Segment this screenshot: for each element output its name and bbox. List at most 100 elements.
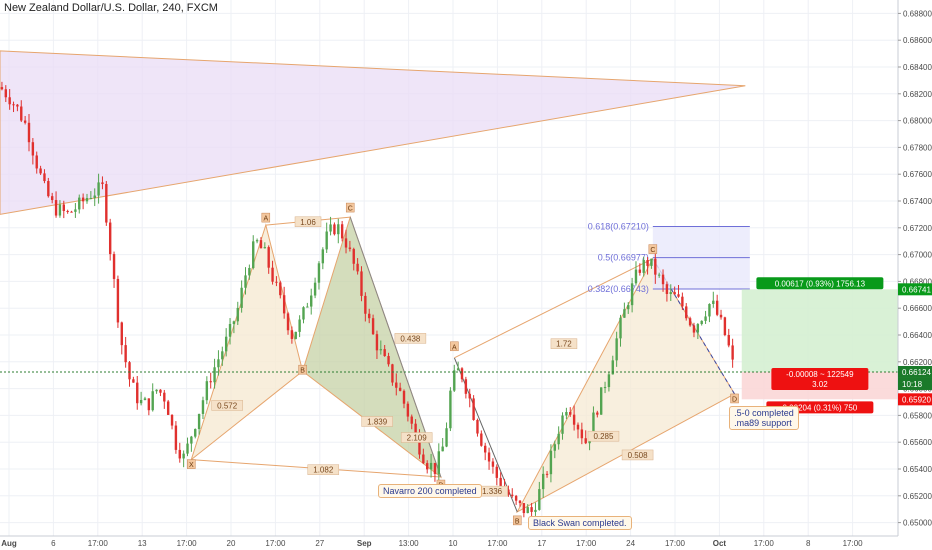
candle-body	[345, 238, 347, 247]
time-tick-label: 17:00	[576, 539, 597, 548]
candle-body	[387, 356, 389, 364]
candle-body	[422, 455, 424, 464]
candle-body	[353, 249, 355, 264]
candle-body	[194, 429, 196, 437]
candle-body	[445, 428, 447, 446]
candle-body	[213, 367, 215, 382]
time-tick-label: 10	[449, 539, 458, 548]
candle-body	[515, 496, 517, 501]
candle-body	[554, 444, 556, 451]
pattern2-point-A: A	[450, 342, 458, 352]
time-tick-label: 17:00	[754, 539, 775, 548]
candle-body	[51, 196, 53, 200]
candle-body	[155, 390, 157, 392]
candle-body	[159, 390, 161, 393]
candle-body	[20, 107, 22, 121]
point-label-text: D	[732, 396, 737, 403]
time-tick-label: 13:00	[399, 539, 420, 548]
candle-body	[693, 325, 695, 332]
time-tick-label: 17	[537, 539, 546, 548]
candle-body	[643, 260, 645, 273]
candle-body	[407, 404, 409, 417]
point-label-text: B	[300, 368, 305, 375]
fib-level-label: 0.5(0.66977)	[598, 253, 649, 263]
candle-body	[542, 474, 544, 489]
candle-body	[654, 259, 656, 275]
candle-body	[449, 391, 451, 429]
candle-body	[720, 315, 722, 318]
fib-level-label: 0.618(0.67210)	[588, 221, 649, 231]
price-tick-label: 0.66600	[903, 304, 932, 313]
ratio-bcd: 1.839	[362, 416, 393, 426]
candle-body	[581, 429, 583, 438]
candle-body	[704, 316, 706, 320]
candle-body	[457, 368, 459, 370]
pattern1-point-B: B	[299, 365, 307, 375]
price-tag-text: 0.65920	[902, 395, 931, 404]
candle-body	[623, 309, 625, 318]
candle-body	[523, 503, 525, 513]
candle-body	[697, 324, 699, 333]
price-tick-label: 0.66200	[903, 358, 932, 367]
price-tick-label: 0.68400	[903, 63, 932, 72]
candle-body	[724, 317, 726, 335]
price-tag-time: 10:18	[898, 378, 932, 390]
candle-body	[179, 450, 181, 459]
point-label-text: A	[263, 216, 268, 223]
price-axis: 0.688000.686000.684000.682000.680000.678…	[898, 0, 932, 550]
chart-title: New Zealand Dollar/U.S. Dollar, 240, FXC…	[4, 2, 218, 14]
time-tick-label: 6	[51, 539, 56, 548]
time-tick-label: 20	[227, 539, 236, 548]
time-tick-label: 17:00	[487, 539, 508, 548]
candle-body	[492, 461, 494, 466]
candle-body	[329, 224, 331, 231]
candle-body	[557, 434, 559, 444]
candle-body	[673, 292, 675, 294]
candle-body	[708, 304, 710, 316]
price-tick-label: 0.65000	[903, 519, 932, 528]
candle-body	[399, 388, 401, 391]
candle-body	[101, 182, 103, 184]
candle-body	[94, 196, 96, 198]
candle-body	[136, 383, 138, 404]
candle-body	[271, 268, 273, 282]
candle-body	[650, 259, 652, 266]
candle-body	[341, 224, 343, 238]
candle-body	[527, 507, 529, 513]
ratio-text: 0.572	[217, 401, 238, 410]
candle-body	[608, 374, 610, 387]
time-tick-label: 13	[138, 539, 147, 548]
candle-body	[240, 288, 242, 308]
time-tick-label: 24	[626, 539, 635, 548]
candle-body	[585, 438, 587, 443]
ratio-cd2: 0.508	[622, 450, 653, 460]
current-position-label: -0.00008 ~ 1225493.02	[771, 368, 868, 390]
candle-body	[225, 337, 227, 352]
price-tick-label: 0.65200	[903, 492, 932, 501]
candle-body	[565, 412, 567, 416]
candle-body	[302, 307, 304, 319]
ratio-text: 2.109	[407, 434, 428, 443]
time-tick-label: 17:00	[843, 539, 864, 548]
candle-body	[105, 184, 107, 223]
candle-body	[411, 417, 413, 424]
candle-body	[658, 275, 660, 276]
candle-body	[561, 416, 563, 434]
candle-body	[627, 305, 629, 309]
candle-body	[279, 282, 281, 295]
candle-body	[438, 451, 440, 474]
candle-body	[163, 393, 165, 402]
ratio-mid2: 0.285	[588, 431, 619, 441]
candle-body	[256, 240, 258, 241]
candle-body	[47, 181, 49, 196]
ratio-text: 1.06	[300, 218, 316, 227]
price-tick-label: 0.65600	[903, 438, 932, 447]
candle-body	[403, 391, 405, 404]
candle-body	[86, 198, 88, 201]
candle-body	[310, 296, 312, 307]
candle-body	[252, 241, 254, 268]
candle-body	[333, 224, 335, 234]
pattern1-point-X: X	[187, 460, 195, 470]
